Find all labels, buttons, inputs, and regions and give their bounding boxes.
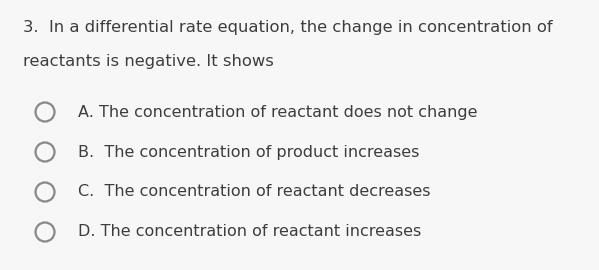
Text: D. The concentration of reactant increases: D. The concentration of reactant increas… <box>78 224 421 239</box>
Text: A. The concentration of reactant does not change: A. The concentration of reactant does no… <box>78 104 477 120</box>
Text: 3.  In a differential rate equation, the change in concentration of: 3. In a differential rate equation, the … <box>23 20 552 35</box>
Text: B.  The concentration of product increases: B. The concentration of product increase… <box>78 144 419 160</box>
Text: C.  The concentration of reactant decreases: C. The concentration of reactant decreas… <box>78 184 431 200</box>
Text: reactants is negative. It shows: reactants is negative. It shows <box>23 54 274 69</box>
